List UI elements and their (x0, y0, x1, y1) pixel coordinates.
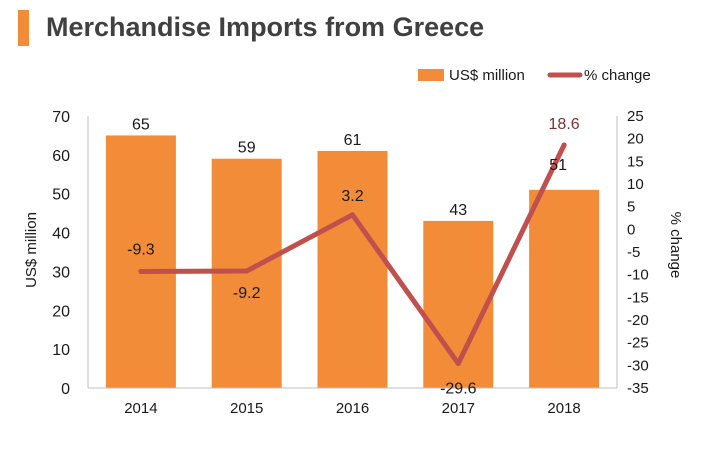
y2-tick-label: 25 (627, 108, 644, 125)
line-point-2016 (350, 212, 355, 218)
legend-swatch-bar (418, 69, 444, 81)
legend-label-bar: US$ million (449, 67, 525, 84)
x-tick-label: 2015 (230, 400, 263, 417)
y2-tick-label: -5 (627, 244, 640, 261)
y-tick-label: 70 (52, 109, 70, 126)
legend: US$ million % change (418, 67, 651, 84)
y-tick-label: 0 (61, 381, 70, 398)
bar-2016 (317, 150, 388, 388)
bar-label-2017: 43 (449, 202, 467, 219)
legend-label-line: % change (584, 67, 651, 84)
y2-tick-label: 5 (627, 199, 635, 216)
x-tick-label: 2018 (547, 400, 580, 417)
bar-2014 (105, 135, 176, 388)
y2-tick-label: -20 (627, 312, 649, 329)
y2-tick-label: -35 (627, 380, 649, 397)
line-series (138, 142, 567, 367)
line-point-2018 (561, 142, 567, 148)
line-point-2015 (244, 268, 250, 274)
y-tick-label: 40 (52, 226, 70, 243)
chart-title: Merchandise Imports from Greece (46, 12, 485, 42)
line-label-2016: 3.2 (341, 188, 363, 205)
line-label-2018: 18.6 (549, 116, 580, 133)
line-label-2014: -9.3 (127, 241, 155, 258)
x-tick-label: 2016 (336, 400, 369, 417)
x-tick-label: 2017 (442, 400, 475, 417)
y2-tick-label: 15 (627, 153, 644, 170)
bar-2018 (529, 189, 600, 388)
line-label-2017: -29.6 (440, 381, 477, 398)
bar-series (105, 135, 600, 388)
title-accent-bar (18, 10, 29, 46)
y2-tick-label: -30 (627, 357, 649, 374)
bar-label-2018: 51 (549, 157, 567, 174)
data-labels: 65 59 61 43 51 -9.3 -9.2 3.2 -29.6 18.6 (127, 116, 580, 398)
y-axis-label: US$ million (23, 212, 40, 288)
y2-tick-label: -10 (627, 267, 649, 284)
y-tick-label: 30 (52, 264, 70, 281)
line-point-2014 (138, 268, 144, 274)
y-tick-label: 20 (52, 303, 70, 320)
y2-tick-label: 10 (627, 176, 644, 193)
y-tick-label: 60 (52, 148, 70, 165)
bar-label-2016: 61 (344, 132, 362, 149)
axes: 0 10 20 30 40 50 60 70 -35 -30 -25 -20 -15 -10 -5 0 5 10 1… (52, 108, 648, 417)
y2-tick-label: 20 (627, 131, 644, 148)
x-tick-label: 2014 (124, 400, 157, 417)
bar-label-2014: 65 (132, 116, 150, 133)
y2-tick-label: 0 (627, 221, 635, 238)
bar-label-2015: 59 (238, 140, 256, 157)
y2-tick-label: -15 (627, 289, 649, 306)
y2-tick-label: -25 (627, 335, 649, 352)
y-tick-label: 10 (52, 342, 70, 359)
y-tick-label: 50 (52, 187, 70, 204)
y2-axis-label: % change (667, 212, 684, 279)
line-label-2015: -9.2 (233, 285, 261, 302)
line-point-2017 (455, 361, 461, 367)
